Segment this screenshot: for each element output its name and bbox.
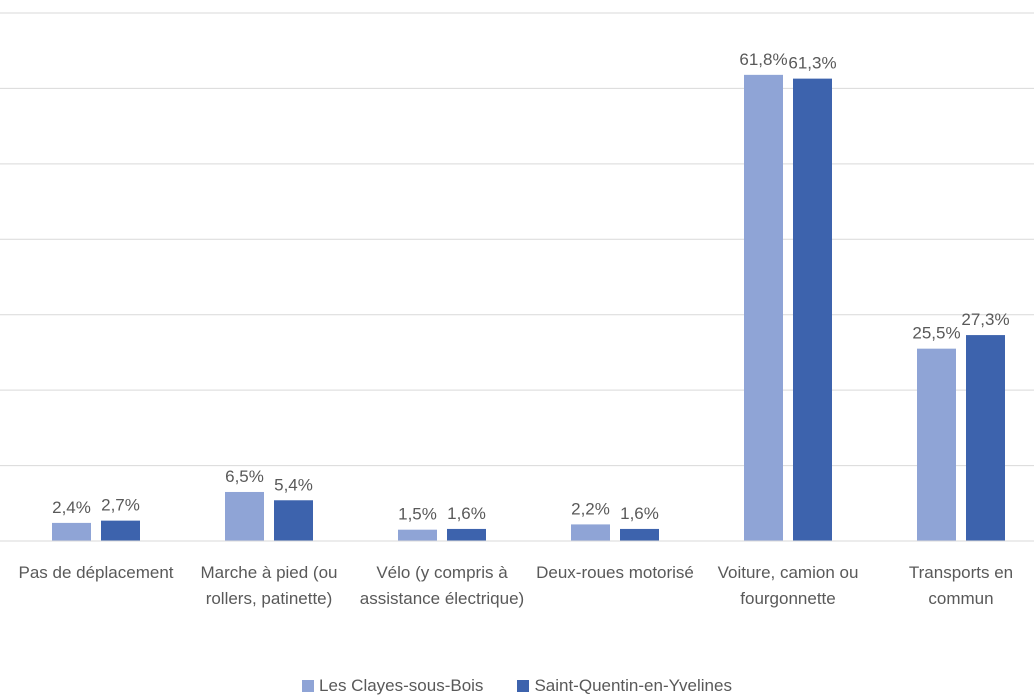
x-tick-label: Voiture, camion ou fourgonnette xyxy=(717,563,859,608)
bar xyxy=(793,78,832,541)
data-label: 27,3% xyxy=(961,310,1009,329)
bar xyxy=(274,500,313,541)
x-tick-label: Deux-roues motorisé xyxy=(536,563,694,582)
bar xyxy=(917,348,956,541)
data-label: 1,6% xyxy=(620,504,659,523)
bar xyxy=(571,524,610,541)
data-label: 61,3% xyxy=(788,54,836,73)
legend-item: Saint-Quentin-en-Yvelines xyxy=(517,676,732,696)
bar xyxy=(101,520,140,541)
bar xyxy=(225,491,264,541)
data-label: 2,2% xyxy=(571,499,610,518)
data-label: 61,8% xyxy=(739,50,787,69)
legend: Les Clayes-sous-Bois Saint-Quentin-en-Yve… xyxy=(0,676,1034,696)
data-label: 2,7% xyxy=(101,496,140,515)
x-tick-label: Transports en commun xyxy=(908,563,1014,608)
bar xyxy=(620,528,659,541)
legend-label: Les Clayes-sous-Bois xyxy=(319,676,484,695)
bar xyxy=(52,522,91,541)
bar xyxy=(744,74,783,541)
legend-item: Les Clayes-sous-Bois xyxy=(302,676,483,696)
bar xyxy=(447,528,486,541)
data-label: 6,5% xyxy=(225,467,264,486)
bar xyxy=(966,335,1005,541)
legend-swatch xyxy=(302,680,315,692)
data-label: 1,6% xyxy=(447,504,486,523)
legend-swatch xyxy=(517,680,530,692)
data-label: 25,5% xyxy=(912,324,960,343)
data-label: 5,4% xyxy=(274,475,313,494)
data-label: 2,4% xyxy=(52,498,91,517)
x-tick-label: Vélo (y compris à assistance électrique) xyxy=(359,563,525,608)
legend-label: Saint-Quentin-en-Yvelines xyxy=(534,676,732,695)
bar xyxy=(398,529,437,541)
data-label: 1,5% xyxy=(398,505,437,524)
x-tick-label: Pas de déplacement xyxy=(18,563,174,582)
x-tick-label: Marche à pied (ou rollers, patinette) xyxy=(200,563,338,608)
